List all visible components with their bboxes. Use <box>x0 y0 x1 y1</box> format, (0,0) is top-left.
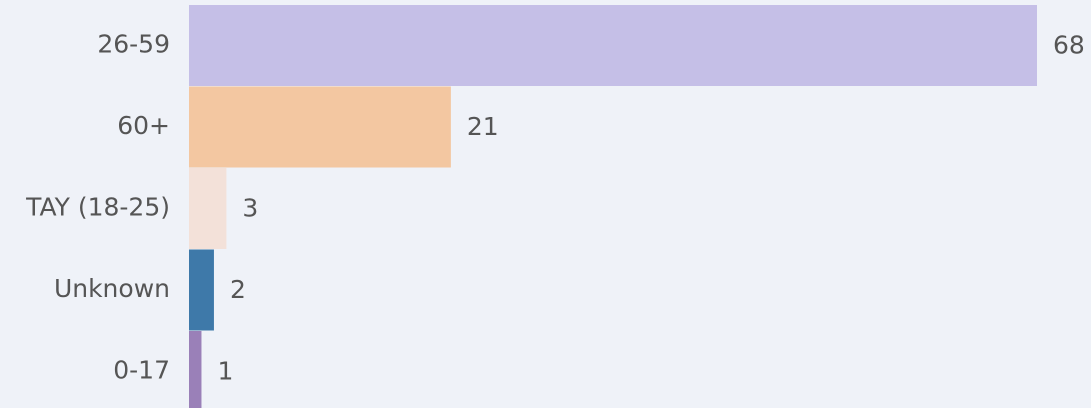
value-label: 1 <box>217 357 233 386</box>
value-label: 21 <box>467 112 499 141</box>
bar <box>189 168 227 249</box>
value-label: 68 <box>1053 31 1085 60</box>
category-label: 26-59 <box>97 30 170 59</box>
category-label: TAY (18-25) <box>25 193 170 222</box>
category-label: 60+ <box>117 111 170 140</box>
category-label: 0-17 <box>113 356 170 385</box>
category-label: Unknown <box>54 274 170 303</box>
bar <box>189 5 1037 86</box>
value-label: 3 <box>242 194 258 223</box>
value-label: 2 <box>230 275 246 304</box>
bar <box>189 86 451 168</box>
bar <box>189 249 214 331</box>
bar <box>189 331 202 408</box>
